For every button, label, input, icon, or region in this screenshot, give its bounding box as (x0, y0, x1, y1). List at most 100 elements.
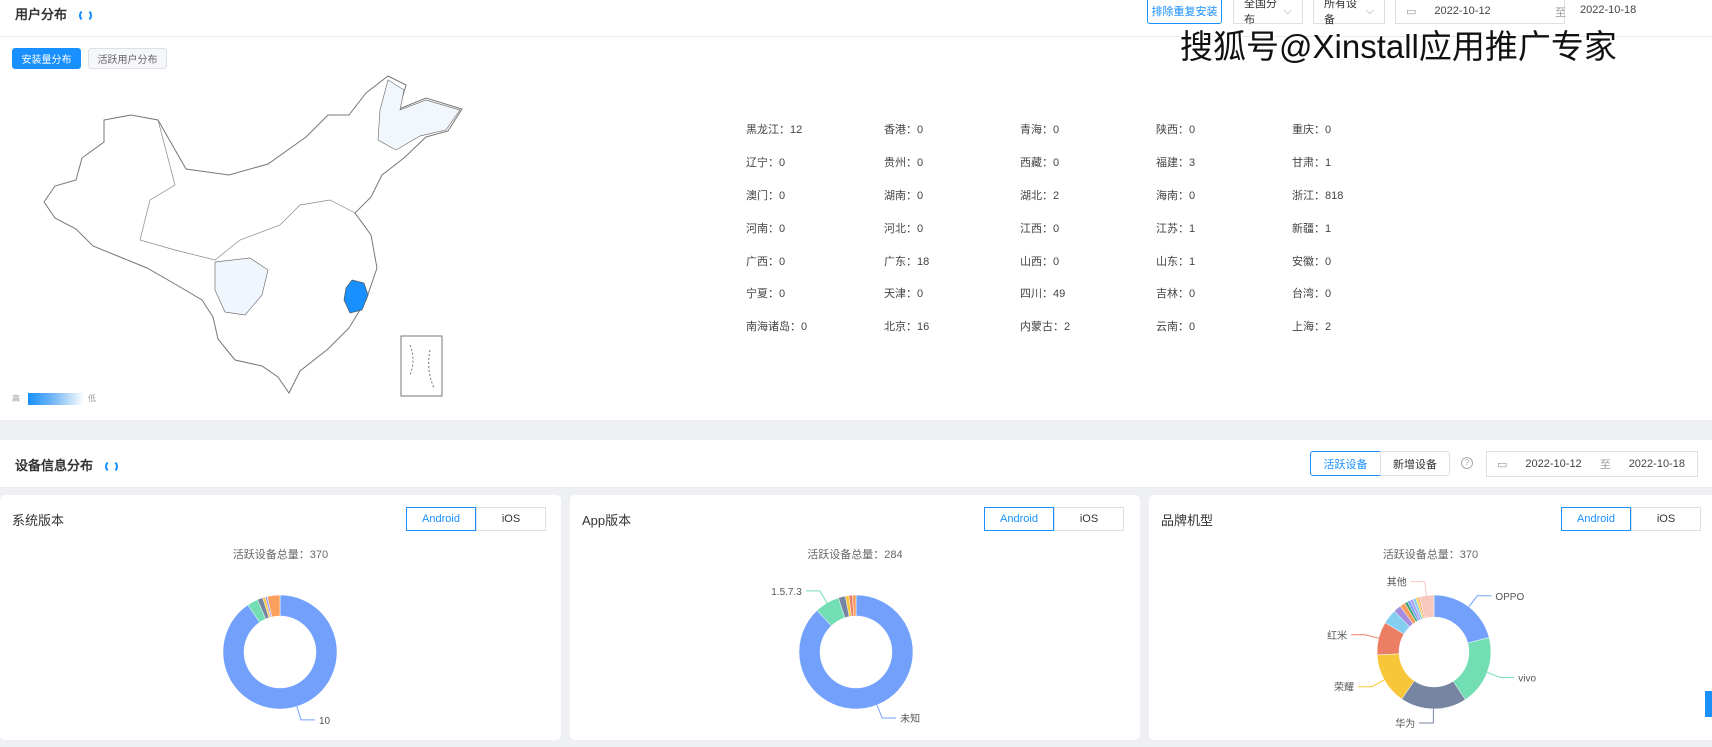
donut-slice[interactable] (852, 594, 857, 617)
calendar-icon: ▭ (1406, 5, 1417, 18)
province-stat: 陕西：0 (1156, 124, 1196, 136)
province-stat: 江西：0 (1020, 223, 1060, 235)
province-stat: 内蒙古：2 (1020, 321, 1071, 333)
province-stat: 安徽：0 (1292, 256, 1332, 268)
device-section-header: 设备信息分布 活跃设备 新增设备 ? ▭ 2022-10-12 至 2022-10-1… (0, 440, 1712, 488)
slice-label: 华为 (1395, 717, 1415, 730)
province-stat: 重庆：0 (1292, 124, 1332, 136)
ios-tab[interactable]: iOS (1054, 507, 1124, 531)
slice-label: vivo (1518, 673, 1536, 684)
card-title: App版本 (582, 513, 632, 528)
device-select[interactable]: 所有设备 ⌵ (1313, 0, 1385, 26)
tab-install-distribution[interactable]: 安装量分布 (12, 48, 81, 69)
label-line (296, 706, 316, 721)
slice-label: 1.5.7.3 (771, 587, 802, 598)
label-line (1358, 679, 1385, 688)
province-stat: 河南：0 (746, 223, 786, 235)
donut-slice[interactable] (1418, 594, 1435, 619)
date-start: 2022-10-12 (1525, 458, 1582, 470)
province-stat: 北京：16 (884, 321, 930, 333)
date-sep: 至 (1555, 7, 1566, 19)
date-end: 2022-10-18 (1580, 4, 1637, 16)
slice-label: 其他 (1387, 576, 1407, 589)
label-line (876, 704, 897, 719)
brand-model-donut[interactable]: OPPO vivo 华为 荣耀 红米 其他 (1149, 565, 1712, 740)
province-stat: 南海诸岛：0 (746, 321, 808, 333)
user-distribution-panel: 用户分布 排除重复安装 全国分布 ⌵ 所有设备 ⌵ ▭ 2022-10-12 至 20… (0, 0, 1712, 420)
refresh-icon[interactable] (79, 9, 93, 23)
province-stat: 河北：0 (884, 223, 924, 235)
legend-gradient-bar (28, 393, 84, 405)
card-app-version: App版本 Android iOS 活跃设备总量：284 未知 1.5.7.3 (570, 495, 1140, 740)
date-end: 2022-10-18 (1628, 458, 1685, 470)
china-map[interactable] (0, 70, 480, 410)
legend-low-label: 低 (88, 394, 96, 403)
province-stat: 澳门：0 (746, 190, 786, 202)
android-tab[interactable]: Android (984, 507, 1054, 531)
android-tab[interactable]: Android (406, 507, 476, 531)
dedupe-button[interactable]: 排除重复安装 (1147, 0, 1222, 24)
side-collapse-tab[interactable] (1705, 691, 1712, 717)
donut-slice[interactable] (1433, 594, 1490, 644)
region-sichuan[interactable] (214, 257, 269, 316)
card-os-version: 系统版本 Android iOS 活跃设备总量：370 10 (0, 495, 561, 740)
south-sea-inset (400, 335, 443, 397)
date-start: 2022-10-12 (1434, 5, 1491, 17)
region-zhejiang[interactable] (343, 279, 369, 314)
active-devices-button[interactable]: 活跃设备 (1310, 451, 1381, 476)
date-sep: 至 (1599, 459, 1611, 471)
province-stat: 山东：1 (1156, 256, 1196, 268)
card-brand-model: 品牌机型 Android iOS 活跃设备总量：370 OPPO vivo 华为 荣耀 红… (1149, 495, 1712, 740)
ios-tab[interactable]: iOS (476, 507, 546, 531)
province-borders (139, 119, 356, 261)
province-stat: 新疆：1 (1292, 223, 1332, 235)
province-stat: 广东：18 (884, 256, 930, 268)
province-stat: 广西：0 (746, 256, 786, 268)
total-active-devices: 活跃设备总量：284 (807, 549, 903, 561)
region-heilongjiang[interactable] (377, 79, 461, 151)
watermark: 搜狐号@Xinstall应用推广专家 (1180, 28, 1617, 65)
ios-tab[interactable]: iOS (1631, 507, 1701, 531)
map-outline (43, 75, 463, 394)
province-stat: 台湾：0 (1292, 288, 1332, 300)
label-line (1419, 708, 1434, 724)
card-title: 品牌机型 (1161, 513, 1214, 528)
refresh-icon[interactable] (105, 460, 119, 474)
province-stat: 天津：0 (884, 288, 924, 300)
tab-active-user-distribution[interactable]: 活跃用户分布 (88, 48, 167, 69)
province-stat: 辽宁：0 (746, 157, 786, 169)
platform-toggle: Android iOS (1561, 507, 1701, 531)
label-line (1410, 581, 1428, 596)
label-line (805, 590, 828, 604)
device-section-title: 设备信息分布 (15, 455, 119, 474)
province-stat: 上海：2 (1292, 321, 1332, 333)
province-stat: 云南：0 (1156, 321, 1196, 333)
province-stat: 四川：49 (1020, 288, 1066, 300)
android-tab[interactable]: Android (1561, 507, 1631, 531)
region-select[interactable]: 全国分布 ⌵ (1233, 0, 1303, 26)
donut-slice[interactable] (266, 594, 281, 618)
province-stat: 贵州：0 (884, 157, 924, 169)
province-stat: 黑龙江：12 (746, 124, 803, 136)
os-version-donut[interactable]: 10 (0, 565, 561, 740)
section-header: 用户分布 (0, 0, 1712, 37)
chevron-down-icon: ⌵ (1283, 4, 1292, 17)
province-stat: 宁夏：0 (746, 288, 786, 300)
donut-slice[interactable] (222, 594, 338, 710)
province-stat: 吉林：0 (1156, 288, 1196, 300)
province-stat: 山西：0 (1020, 256, 1060, 268)
new-devices-button[interactable]: 新增设备 (1380, 451, 1450, 476)
province-stat: 江苏：1 (1156, 223, 1196, 235)
page-title: 用户分布 (15, 4, 93, 23)
app-version-donut[interactable]: 未知 1.5.7.3 (570, 565, 1140, 740)
platform-toggle: Android iOS (984, 507, 1124, 531)
date-range-picker[interactable]: ▭ 2022-10-12 (1395, 0, 1565, 24)
donut-slice[interactable] (798, 594, 914, 710)
title-text: 用户分布 (15, 7, 68, 22)
label-line (1468, 595, 1492, 608)
province-stat: 福建：3 (1156, 157, 1196, 169)
province-stat: 甘肃：1 (1292, 157, 1332, 169)
legend-high-label: 高 (12, 394, 20, 403)
question-circle-icon[interactable]: ? (1461, 457, 1473, 469)
device-date-range-picker[interactable]: ▭ 2022-10-12 至 2022-10-18 (1486, 451, 1698, 477)
